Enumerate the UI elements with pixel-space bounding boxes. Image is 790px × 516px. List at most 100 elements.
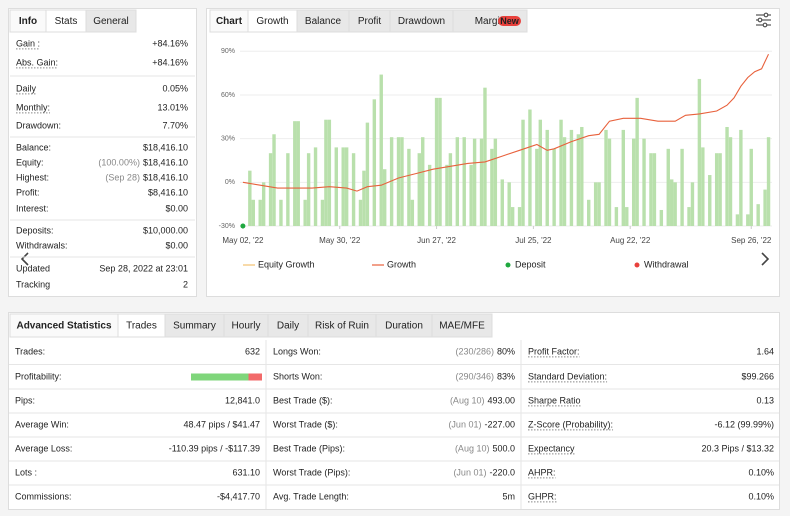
stat-value: 493.00 — [487, 395, 515, 405]
next-arrow[interactable] — [761, 252, 770, 266]
tab-label[interactable]: Profit — [358, 16, 382, 27]
stat-label: Longs Won: — [273, 346, 321, 356]
bar — [756, 204, 760, 226]
bar — [510, 207, 515, 226]
bar — [341, 147, 345, 226]
y-tick-label: 30% — [221, 135, 235, 142]
tab-bg[interactable] — [452, 9, 528, 33]
bar — [438, 97, 442, 226]
deposit-marker — [240, 223, 246, 229]
tab-label[interactable]: Risk of Ruin — [315, 321, 369, 332]
bar — [708, 175, 712, 226]
row-value: 13.01% — [157, 102, 188, 112]
row-label: Equity: — [16, 157, 44, 167]
bar — [313, 147, 318, 226]
tab-label[interactable]: Stats — [55, 16, 78, 27]
tab-label[interactable]: Margin — [475, 16, 506, 27]
x-tick-label: Jul 25, '22 — [515, 236, 552, 245]
tab-label[interactable]: Balance — [305, 16, 342, 27]
bar — [521, 119, 525, 226]
bar — [389, 137, 394, 226]
bar — [580, 126, 584, 226]
legend-label[interactable]: Equity Growth — [258, 259, 315, 269]
stat-label: GHPR: — [528, 491, 557, 501]
bar — [701, 147, 705, 226]
bar — [559, 119, 563, 226]
bar — [642, 138, 646, 226]
y-tick-label: 90% — [221, 48, 235, 55]
bar — [614, 207, 619, 226]
bar — [739, 129, 743, 226]
bar — [455, 137, 460, 226]
tab-label[interactable]: Growth — [256, 16, 288, 27]
y-tick-label: -30% — [219, 223, 235, 230]
row-label: Daily — [16, 83, 37, 93]
tab-label[interactable]: Daily — [277, 321, 299, 332]
tab-label[interactable]: Duration — [385, 321, 423, 332]
stat-note: (Jun 01) — [448, 419, 481, 429]
bar — [445, 164, 449, 226]
bar — [324, 119, 328, 226]
bar — [538, 119, 543, 226]
bar — [272, 134, 276, 226]
bar — [635, 97, 639, 226]
bar — [448, 153, 453, 226]
bar — [421, 137, 425, 226]
stat-note: (Aug 10) — [455, 443, 490, 453]
tab-label: Chart — [216, 16, 243, 27]
stat-value: 0.10% — [748, 491, 774, 501]
settings-icon[interactable] — [756, 12, 771, 28]
row-label: Abs. Gain: — [16, 57, 58, 67]
tab-label[interactable]: Drawdown — [398, 16, 445, 27]
legend-label[interactable]: Deposit — [515, 259, 546, 269]
stat-value: -227.00 — [484, 419, 515, 429]
row-label: Profit: — [16, 187, 40, 197]
tab-label[interactable]: Hourly — [232, 321, 261, 332]
badge-bg — [498, 16, 521, 26]
row-label: Withdrawals: — [16, 240, 68, 250]
legend-label[interactable]: Growth — [387, 259, 416, 269]
bar — [593, 182, 598, 226]
stat-value: -6.12 (99.99%) — [714, 419, 774, 429]
row-label: Gain : — [16, 38, 40, 48]
bar — [517, 207, 522, 226]
tab-label[interactable]: MAE/MFE — [439, 321, 485, 332]
stat-label: Avg. Trade Length: — [273, 491, 349, 501]
stat-label: Commissions: — [15, 491, 72, 501]
tab-bg[interactable] — [431, 313, 493, 338]
x-tick-label: Jun 27, '22 — [417, 236, 456, 245]
stat-value: -110.39 pips / -$117.39 — [169, 443, 260, 453]
bar — [725, 126, 729, 226]
bar — [372, 99, 377, 226]
row-value: $0.00 — [165, 203, 188, 213]
legend-label[interactable]: Withdrawal — [644, 259, 689, 269]
row-label: Interest: — [16, 203, 49, 213]
stat-value: 632 — [245, 346, 260, 356]
bar — [362, 170, 366, 226]
bar — [631, 138, 636, 226]
stat-value: 0.13 — [756, 395, 774, 405]
row-value: $18,416.10 — [143, 172, 188, 182]
bar — [766, 137, 771, 226]
tab-bg[interactable] — [85, 9, 137, 33]
bar — [410, 199, 415, 226]
tab-label[interactable]: Trades — [126, 321, 157, 332]
stat-value: $99.266 — [741, 371, 774, 381]
stat-value: 80% — [497, 346, 515, 356]
tab-label[interactable]: General — [93, 16, 129, 27]
bar — [649, 153, 653, 226]
row-label: Monthly: — [16, 102, 50, 112]
stat-label: Average Win: — [15, 419, 69, 429]
stat-label: Best Trade (Pips): — [273, 443, 345, 453]
bar — [728, 137, 733, 226]
prev-arrow[interactable] — [20, 252, 29, 266]
stat-label: Worst Trade ($): — [273, 419, 338, 429]
stat-label: Trades: — [15, 346, 45, 356]
bar — [379, 74, 383, 227]
bar — [597, 182, 601, 226]
stat-value: 20.3 Pips / $13.32 — [701, 443, 774, 453]
bar — [303, 199, 307, 226]
bar — [718, 153, 722, 226]
tab-label[interactable]: Summary — [173, 321, 216, 332]
bar — [659, 209, 664, 226]
